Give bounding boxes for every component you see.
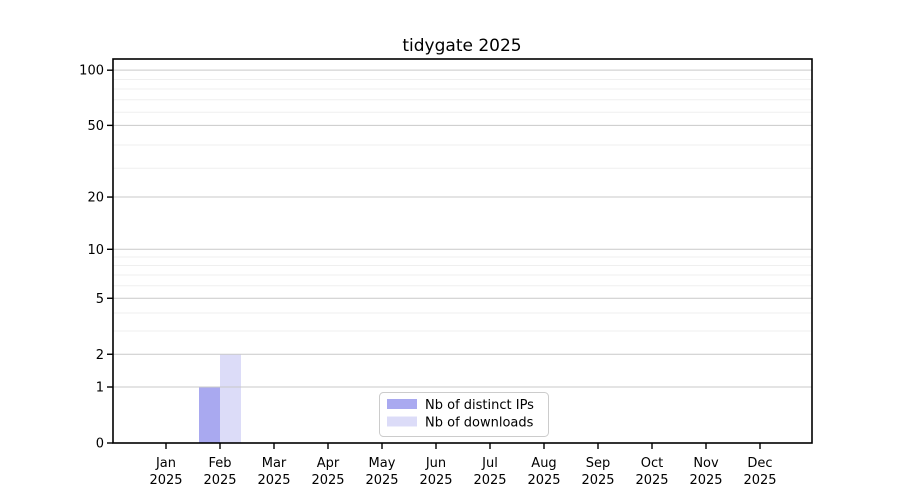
axes bbox=[107, 58, 813, 449]
x-tick-label-year: 2025 bbox=[365, 473, 398, 488]
x-tick-label-year: 2025 bbox=[149, 473, 182, 488]
x-tick-label-month: Oct bbox=[641, 456, 663, 471]
x-tick-label-year: 2025 bbox=[203, 473, 236, 488]
y-tick-label: 1 bbox=[96, 381, 104, 396]
y-tick-labels: 0 1 2 5 10 20 50 100 bbox=[79, 64, 104, 452]
x-tick-label-month: Mar bbox=[262, 456, 287, 471]
x-tick-label-year: 2025 bbox=[257, 473, 290, 488]
major-gridlines bbox=[113, 69, 812, 388]
y-tick-label: 0 bbox=[96, 437, 104, 452]
y-tick-label: 20 bbox=[87, 191, 104, 206]
y-tick-label: 10 bbox=[87, 243, 104, 258]
y-tick-label: 2 bbox=[96, 348, 104, 363]
x-tick-label-month: Aug bbox=[531, 456, 556, 471]
legend-label-distinct-ips: Nb of distinct IPs bbox=[425, 398, 534, 413]
bars-layer bbox=[199, 354, 241, 443]
bar bbox=[199, 387, 220, 443]
x-tick-label-month: Dec bbox=[747, 456, 772, 471]
x-tick-label-month: May bbox=[369, 456, 396, 471]
legend-box bbox=[379, 392, 549, 437]
x-tick-label-year: 2025 bbox=[527, 473, 560, 488]
y-tick-label: 100 bbox=[79, 64, 104, 79]
x-tick-labels: Jan 2025 Feb 2025 Mar 2025 Apr 2025 May 2025 Jun 20… bbox=[149, 456, 776, 488]
y-tick-label: 5 bbox=[96, 292, 104, 307]
minor-gridlines bbox=[113, 79, 812, 332]
legend-swatch-downloads bbox=[387, 416, 417, 427]
x-tick-label-year: 2025 bbox=[635, 473, 668, 488]
x-tick-label-month: Feb bbox=[208, 456, 231, 471]
x-tick-label-year: 2025 bbox=[473, 473, 506, 488]
bar bbox=[220, 354, 241, 443]
legend-label-downloads: Nb of downloads bbox=[425, 416, 534, 431]
x-tick-label-month: Sep bbox=[586, 456, 611, 471]
chart-title: tidygate 2025 bbox=[402, 36, 521, 56]
x-tick-label-year: 2025 bbox=[689, 473, 722, 488]
x-tick-label-year: 2025 bbox=[419, 473, 452, 488]
x-tick-label-month: Apr bbox=[317, 456, 340, 471]
y-tick-label: 50 bbox=[87, 119, 104, 134]
x-tick-label-year: 2025 bbox=[581, 473, 614, 488]
x-tick-label-month: Nov bbox=[693, 456, 719, 471]
legend-swatch-distinct-ips bbox=[387, 399, 417, 409]
x-tick-label-year: 2025 bbox=[743, 473, 776, 488]
x-tick-label-month: Jan bbox=[155, 456, 176, 471]
x-tick-label-month: Jun bbox=[425, 456, 446, 471]
legend: Nb of distinct IPs Nb of downloads bbox=[379, 392, 549, 437]
plot-spines bbox=[112, 58, 813, 444]
x-tick-label-year: 2025 bbox=[311, 473, 344, 488]
x-tick-label-month: Jul bbox=[481, 456, 498, 471]
